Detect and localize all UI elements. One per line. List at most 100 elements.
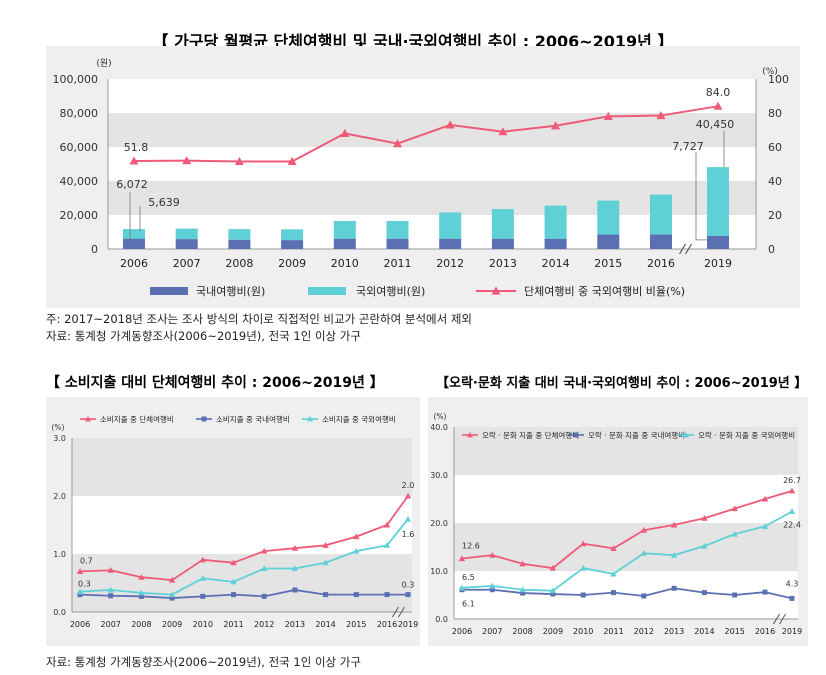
- y-tick-label: 0.0: [435, 615, 448, 624]
- x-tick-label: 2010: [331, 257, 359, 270]
- y-tick-label: 30.0: [430, 471, 448, 480]
- x-tick-label: 2011: [603, 627, 623, 636]
- y-axis-unit: (%): [434, 412, 447, 421]
- left-label-s3-2019: 1.6: [402, 530, 415, 539]
- left-legend-label-2: 소비지출 중 국내여행비: [216, 414, 290, 424]
- bar-foreign-2014: [544, 205, 567, 239]
- left-s1-point: [291, 545, 299, 551]
- bar-domestic-2014: [544, 238, 567, 249]
- x-tick-label: 2006: [452, 627, 472, 636]
- bar-domestic-2007: [175, 239, 198, 249]
- x-tick-label: 2014: [542, 257, 570, 270]
- bar-foreign-2013: [491, 209, 514, 239]
- right-s2-point: [580, 592, 586, 598]
- left-s1-point: [230, 559, 237, 566]
- ratio-point-2007: [182, 156, 192, 165]
- grid-band: [108, 147, 756, 181]
- y-tick-label: 100,000: [53, 73, 99, 86]
- right-s2-point: [611, 590, 616, 596]
- bar-domestic-2015: [597, 234, 620, 249]
- right-s3-point: [701, 542, 708, 549]
- left-chart: 0.0 1.0 2.0 3.0 (%) 2006 2007 2008 2009 2010 2011 2…: [46, 397, 420, 646]
- right-s3-point: [640, 550, 647, 556]
- left-s3-point: [291, 565, 299, 572]
- y-tick-label: 40,000: [60, 175, 99, 188]
- right-s3-point: [670, 551, 678, 558]
- left-s2-point: [200, 593, 206, 599]
- bar-foreign-2019: [707, 167, 729, 236]
- right-label-s3-2019: 22.4: [783, 520, 801, 529]
- left-s1-point: [383, 521, 391, 528]
- label-domestic-2019: 7,727: [672, 140, 704, 153]
- x-tick-label: 2006: [70, 620, 90, 629]
- x-tick-label: 2019: [398, 620, 418, 629]
- left-s3-point: [199, 575, 206, 581]
- left-s3-point: [168, 591, 176, 598]
- legend-marker-ratio: [491, 286, 501, 295]
- bar-domestic-2012: [439, 238, 462, 249]
- x-tick-label: 2014: [315, 620, 335, 629]
- right-s2-point: [671, 585, 677, 591]
- ratio-point-2019: [713, 101, 723, 110]
- right-s2-point: [732, 592, 738, 598]
- left-s2-point: [405, 592, 411, 598]
- x-tick-label: 2007: [173, 257, 201, 270]
- x-tick-label: 2014: [694, 627, 714, 636]
- bar-domestic-2016: [650, 234, 672, 249]
- left-label-s1-2019: 2.0: [402, 481, 415, 490]
- ratio-point-2010: [340, 128, 350, 137]
- left-s1-point: [353, 533, 360, 540]
- legend-label-ratio: 단체여행비 중 국외여행비 비율(%): [524, 285, 685, 298]
- right-legend-label-2: 오락 · 문화 지출 중 국내여행비: [588, 430, 685, 440]
- label-foreign-2006: 5,639: [148, 196, 180, 209]
- bar-foreign-2016: [650, 194, 672, 235]
- ratio-point-2006: [129, 156, 139, 165]
- right-series-line-2: [462, 587, 793, 600]
- right-s2-point: [641, 593, 647, 599]
- left-s3-point: [107, 586, 114, 593]
- y-tick-label: 2.0: [53, 492, 66, 501]
- ratio-point-2011: [393, 139, 402, 148]
- right-label-s3-2006: 6.5: [462, 573, 475, 582]
- left-s3-point: [404, 516, 412, 522]
- bar-domestic-2010: [333, 238, 356, 249]
- left-s1-point: [168, 576, 176, 583]
- right-label-s1-2006: 12.6: [462, 542, 480, 551]
- bar-foreign-2006: [123, 229, 145, 239]
- right-label-s2-2019: 4.3: [786, 579, 799, 588]
- x-tick-label: 2008: [131, 620, 151, 629]
- y2-tick-label: 80: [768, 107, 782, 120]
- grid-band: [72, 554, 412, 612]
- x-tick-label: 2013: [664, 627, 684, 636]
- bar-foreign-2007: [175, 228, 198, 240]
- left-s3-point: [322, 559, 329, 566]
- bar-domestic-2008: [228, 239, 251, 249]
- legend-label-domestic: 국내여행비(원): [196, 285, 265, 298]
- right-s1-point: [670, 521, 678, 528]
- grid-band: [454, 523, 798, 571]
- x-tick-label: 2009: [278, 257, 306, 270]
- y-tick-label: 3.0: [53, 434, 66, 443]
- left-legend-marker-1: [85, 416, 91, 422]
- y-tick-label: 20,000: [60, 209, 99, 222]
- right-s3-point: [761, 523, 769, 529]
- right-s3-point: [610, 570, 617, 577]
- y-tick-label: 0.0: [53, 608, 66, 617]
- left-s2-point: [353, 592, 359, 598]
- grid-band: [72, 438, 412, 496]
- main-chart: 0 20,000 40,000 60,000 80,000 100,000 0 20 40 60 8…: [46, 46, 800, 308]
- y-tick-label: 1.0: [53, 550, 66, 559]
- grid-band: [108, 181, 756, 215]
- left-s2-point: [77, 592, 83, 598]
- grid-band: [72, 496, 412, 554]
- y2-tick-label: 60: [768, 141, 782, 154]
- x-tick-label: 2012: [436, 257, 464, 270]
- right-s1-point: [761, 495, 769, 502]
- right-s1-point: [731, 505, 738, 512]
- right-series-line-3: [461, 510, 793, 592]
- left-s2-point: [169, 595, 175, 601]
- left-s2-point: [384, 592, 390, 598]
- right-s1-point: [519, 560, 526, 567]
- bar-foreign-2015: [597, 200, 620, 235]
- ratio-point-2009: [287, 156, 297, 166]
